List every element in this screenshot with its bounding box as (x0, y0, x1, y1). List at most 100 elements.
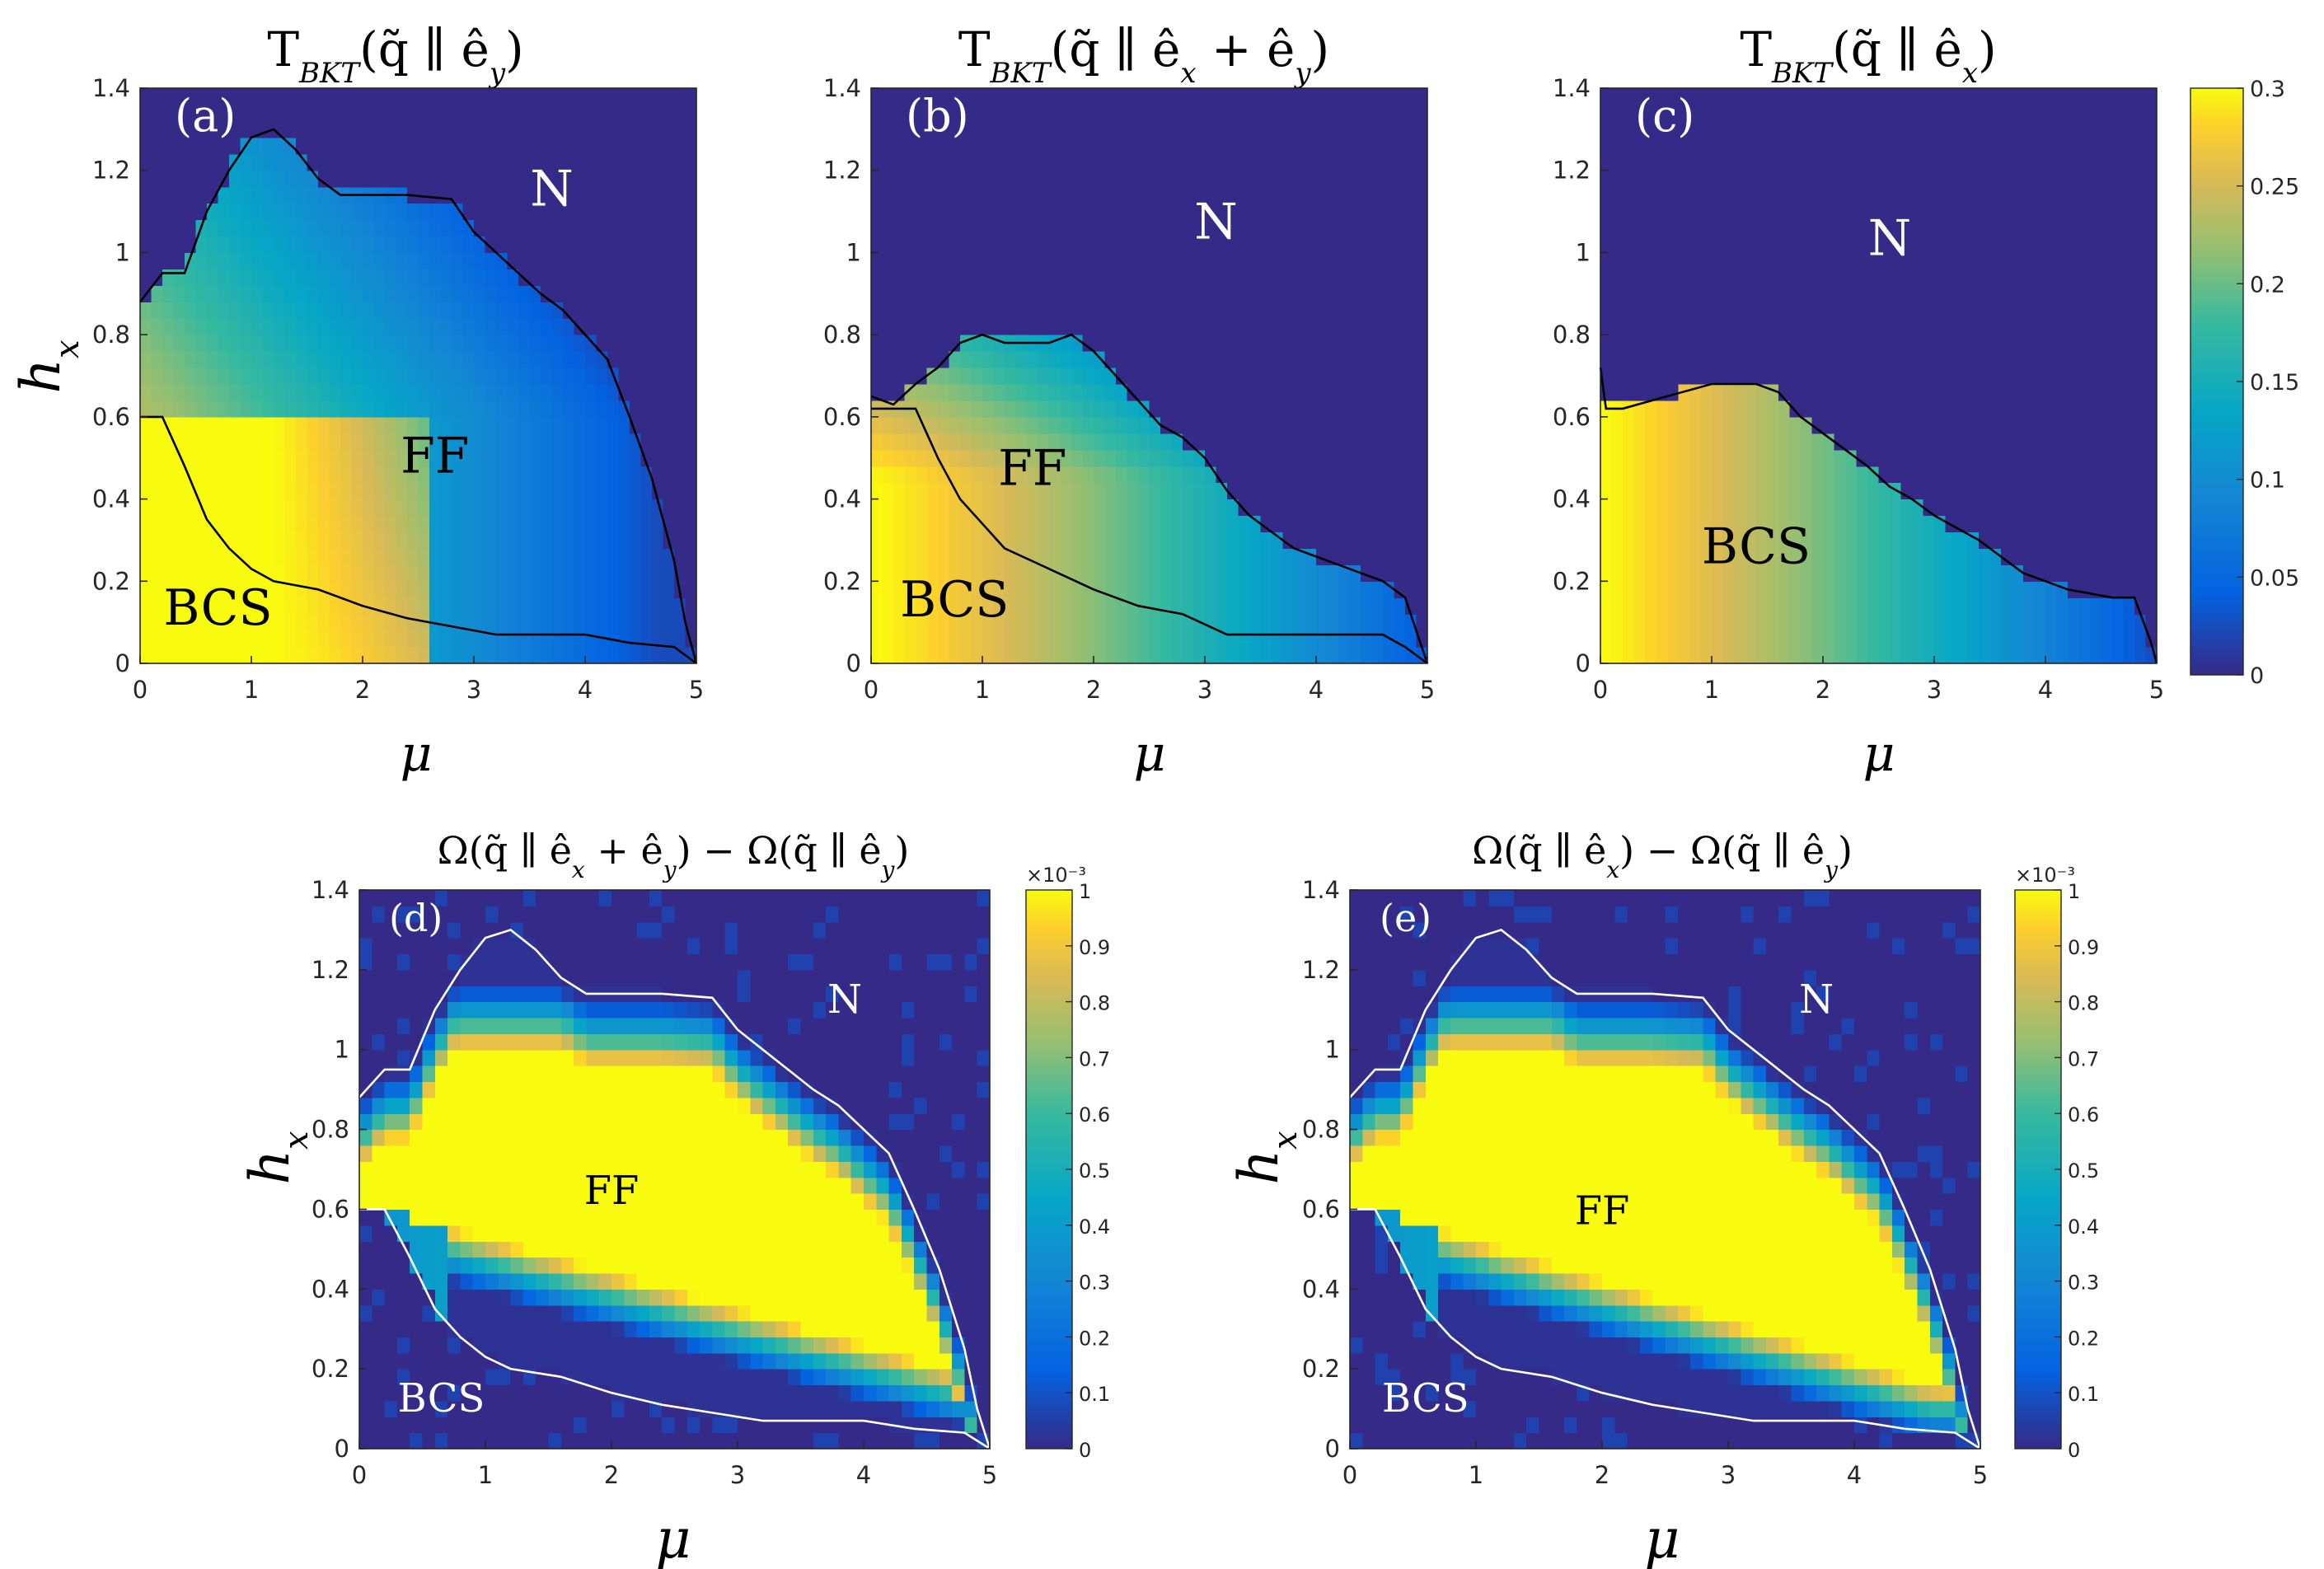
heatmap-cell (949, 318, 961, 335)
heatmap-cell (1623, 104, 1635, 122)
heatmap-cell (1878, 120, 1891, 138)
heatmap-cell (1967, 383, 1980, 401)
heatmap-cell (1934, 433, 1947, 451)
heatmap-cell (596, 368, 608, 385)
heatmap-cell (1734, 515, 1746, 533)
heatmap-cell (1038, 120, 1050, 138)
heatmap-cell (1856, 269, 1868, 286)
heatmap-cell (1183, 647, 1195, 664)
heatmap-cell (329, 368, 341, 385)
heatmap-cell (960, 137, 972, 155)
heatmap-cell (982, 400, 995, 418)
heatmap-cell (229, 269, 241, 286)
heatmap-cell (1338, 647, 1351, 664)
heatmap-cell (1193, 153, 1206, 171)
heatmap-cell (1171, 252, 1183, 269)
heatmap-cell (1094, 368, 1106, 385)
heatmap-cell (1116, 383, 1128, 401)
heatmap-cell (585, 466, 597, 484)
heatmap-cell (1900, 236, 1913, 254)
heatmap-cell (1900, 449, 1913, 467)
heatmap-cell (630, 170, 642, 188)
heatmap-cell (1015, 368, 1028, 385)
heatmap-cell (240, 532, 252, 549)
heatmap-cell (340, 581, 353, 598)
heatmap-cell (1071, 416, 1084, 434)
heatmap-cell (474, 368, 486, 385)
heatmap-cell (1027, 581, 1039, 598)
heatmap-cell (1633, 416, 1646, 434)
heatmap-cell (1071, 630, 1084, 648)
heatmap-cell (2001, 416, 2013, 434)
heatmap-cell (1734, 482, 1746, 500)
heatmap-cell (1600, 120, 1613, 138)
heatmap-cell (607, 466, 620, 484)
heatmap-cell (1845, 269, 1858, 286)
heatmap-cell (240, 433, 252, 451)
heatmap-cell (652, 120, 664, 138)
heatmap-cell (1138, 203, 1150, 221)
heatmap-cell (2001, 285, 2013, 302)
heatmap-cell (1383, 252, 1395, 269)
heatmap-cell (452, 335, 464, 352)
heatmap-cell (949, 515, 961, 533)
heatmap-cell (474, 449, 486, 467)
heatmap-cell (1979, 597, 1991, 615)
heatmap-cell (1349, 581, 1361, 598)
heatmap-cell (1149, 449, 1161, 467)
heatmap-cell (1149, 351, 1161, 368)
heatmap-cell (1979, 466, 1991, 484)
heatmap-cell (871, 137, 883, 155)
heatmap-cell (1294, 285, 1306, 302)
heatmap-cell (407, 269, 419, 286)
heatmap-cell (474, 433, 486, 451)
heatmap-cell (1171, 170, 1183, 188)
heatmap-cell (1216, 236, 1228, 254)
heatmap-cell (1394, 318, 1406, 335)
heatmap-cell (518, 630, 531, 648)
heatmap-cell (1015, 153, 1028, 171)
heatmap-cell (541, 532, 553, 549)
heatmap-cell (329, 335, 341, 352)
heatmap-cell (1071, 433, 1084, 451)
heatmap-cell (1756, 532, 1769, 549)
heatmap-cell (1767, 466, 1779, 484)
heatmap-cell (1722, 170, 1735, 188)
heatmap-cell (1305, 302, 1317, 319)
heatmap-cell (1979, 482, 1991, 500)
heatmap-cell (185, 203, 197, 221)
heatmap-cell (993, 614, 1005, 631)
heatmap-cell (1623, 302, 1635, 319)
heatmap-cell (529, 318, 541, 335)
heatmap-cell (938, 597, 950, 615)
heatmap-cell (1060, 515, 1072, 533)
heatmap-cell (938, 203, 950, 221)
heatmap-cell (195, 137, 208, 155)
heatmap-cell (1856, 219, 1868, 237)
heatmap-cell (485, 647, 497, 664)
heatmap-cell (1823, 383, 1835, 401)
heatmap-cell (1416, 170, 1428, 188)
heatmap-cell (262, 318, 274, 335)
heatmap-cell (2023, 302, 2036, 319)
heatmap-cell (1094, 318, 1106, 335)
heatmap-cell (1890, 170, 1902, 188)
heatmap-cell (1934, 203, 1947, 221)
heatmap-cell (1667, 532, 1680, 549)
heatmap-cell (385, 269, 397, 286)
heatmap-cell (307, 532, 319, 549)
heatmap-cell (1745, 581, 1757, 598)
heatmap-cell (1834, 614, 1846, 631)
heatmap-cell (429, 564, 442, 582)
heatmap-cell (1878, 153, 1891, 171)
heatmap-cell (960, 532, 972, 549)
ytick-label-a: 0.6 (92, 403, 130, 431)
heatmap-cell (440, 153, 452, 171)
heatmap-cell (507, 466, 519, 484)
heatmap-cell (195, 581, 208, 598)
heatmap-cell (462, 515, 475, 533)
heatmap-cell (993, 449, 1005, 467)
heatmap-cell (1633, 170, 1646, 188)
heatmap-cell (462, 252, 475, 269)
